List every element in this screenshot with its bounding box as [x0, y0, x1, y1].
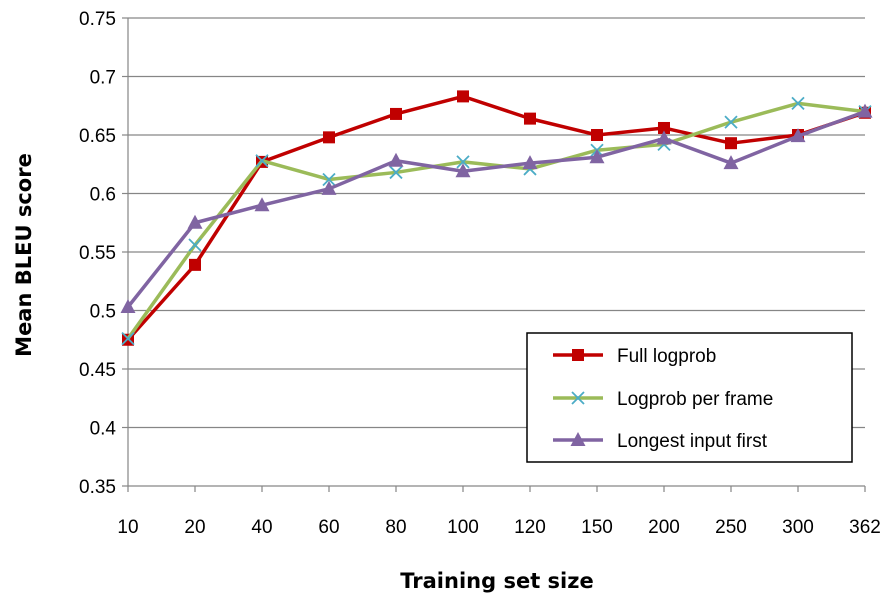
data-point — [591, 129, 603, 141]
data-point — [455, 163, 471, 178]
y-tick-label: 0.6 — [90, 185, 116, 206]
x-tick-label: 20 — [184, 517, 205, 538]
y-tick-label: 0.55 — [79, 243, 116, 264]
x-tick-label: 362 — [849, 517, 881, 538]
legend-marker — [572, 349, 584, 361]
data-point — [188, 238, 202, 252]
data-point — [389, 165, 403, 180]
legend-label: Longest input first — [617, 431, 768, 452]
y-tick-label: 0.65 — [79, 126, 116, 147]
x-tick-label: 100 — [447, 517, 479, 538]
y-tick-label: 0.75 — [79, 9, 116, 30]
y-tick-label: 0.35 — [79, 477, 116, 498]
legend: Full logprob Logprob per frame Longest inp… — [526, 332, 853, 463]
series-line — [126, 94, 866, 341]
data-point — [723, 155, 739, 170]
data-point — [790, 128, 806, 143]
x-tick-label: 300 — [782, 517, 814, 538]
legend-entry: Longest input first — [553, 431, 768, 452]
x-tick-label: 150 — [581, 517, 613, 538]
legend-label: Full logprob — [617, 346, 716, 367]
x-tick-label: 250 — [715, 517, 747, 538]
data-point — [658, 121, 670, 134]
series-line — [126, 109, 866, 309]
x-tick-label: 80 — [385, 517, 406, 538]
data-point — [656, 130, 672, 145]
series-0 — [122, 90, 871, 346]
data-point — [724, 115, 738, 129]
data-point — [390, 107, 402, 120]
data-point — [321, 180, 337, 195]
x-tick-label: 40 — [251, 517, 272, 538]
x-axis-ticks: 10 20 40 60 80 100 120 150 200 250 300 362 — [117, 486, 881, 538]
data-point — [522, 155, 538, 170]
x-tick-label: 10 — [117, 517, 138, 538]
x-tick-label: 200 — [648, 517, 680, 538]
y-tick-label: 0.45 — [79, 360, 116, 381]
series-2 — [120, 103, 873, 313]
x-tick-label: 60 — [318, 517, 339, 538]
x-axis-title: Training set size — [400, 569, 593, 593]
gridlines — [128, 17, 865, 429]
data-point — [254, 197, 270, 212]
data-point — [857, 103, 873, 118]
legend-entry: Logprob per frame — [553, 389, 773, 410]
y-tick-label: 0.4 — [90, 419, 117, 440]
data-point — [323, 131, 335, 144]
data-point — [388, 152, 404, 167]
data-point — [322, 172, 336, 187]
data-point — [725, 137, 737, 150]
data-point — [589, 149, 605, 164]
legend-label: Logprob per frame — [617, 389, 773, 410]
legend-entry: Full logprob — [553, 346, 716, 367]
x-tick-label: 120 — [514, 517, 546, 538]
data-point — [189, 258, 201, 271]
y-axis-ticks: 0.35 0.4 0.45 0.5 0.55 0.6 0.65 0.7 0.75 — [79, 9, 128, 498]
data-point — [791, 96, 805, 111]
y-axis-title: Mean BLEU score — [12, 153, 36, 357]
series-group — [120, 90, 873, 346]
data-point — [121, 331, 135, 346]
y-tick-label: 0.7 — [90, 68, 116, 89]
data-point — [187, 214, 203, 229]
data-point — [120, 298, 136, 313]
data-point — [255, 154, 269, 168]
legend-marker — [571, 391, 585, 405]
data-point — [457, 90, 469, 103]
data-point — [524, 112, 536, 125]
legend-marker — [570, 432, 586, 446]
y-tick-label: 0.5 — [90, 302, 116, 323]
data-point — [456, 155, 470, 169]
